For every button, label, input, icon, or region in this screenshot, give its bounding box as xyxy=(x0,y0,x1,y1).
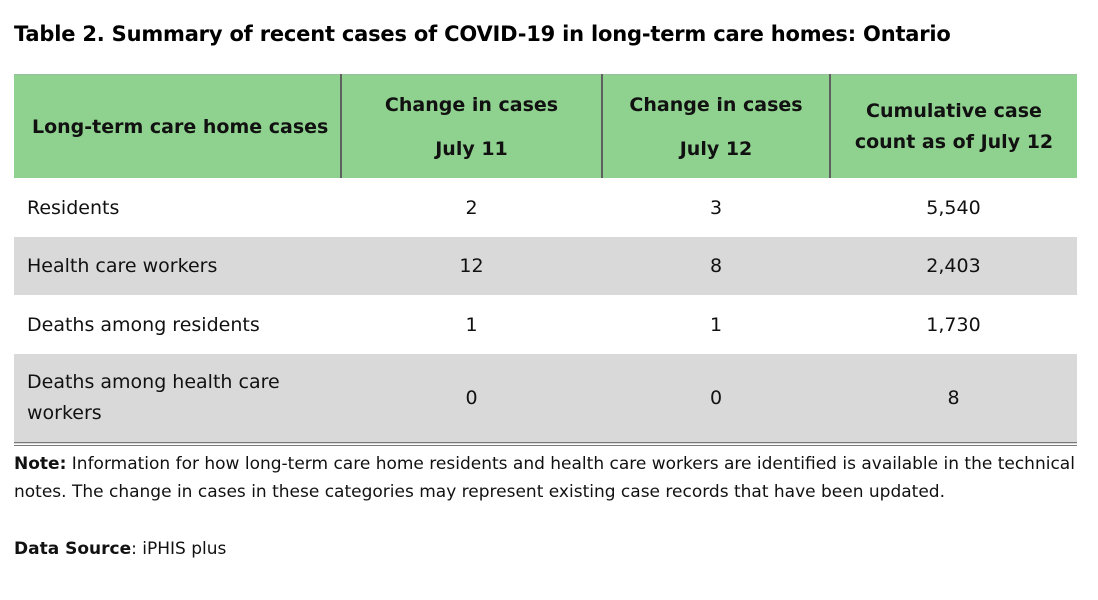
header-cumulative-line2: count as of July 12 xyxy=(854,130,1054,153)
note-label: Note: xyxy=(14,454,67,474)
cell-change-july-12: 8 xyxy=(602,237,830,295)
data-source: Data Source: iPHIS plus xyxy=(14,535,226,563)
row-label: Residents xyxy=(14,178,341,237)
cell-cumulative: 5,540 xyxy=(830,178,1077,237)
table-title: Table 2. Summary of recent cases of COVI… xyxy=(14,22,951,46)
table-row: Deaths among health care workers 0 0 8 xyxy=(14,354,1077,446)
cell-change-july-11: 1 xyxy=(341,295,602,354)
cell-change-july-12: 0 xyxy=(602,354,830,446)
row-label: Deaths among health care workers xyxy=(27,371,280,424)
data-source-label: Data Source xyxy=(14,539,132,559)
cell-cumulative: 1,730 xyxy=(830,295,1077,354)
cell-change-july-11: 0 xyxy=(341,354,602,446)
cell-change-july-11: 12 xyxy=(341,237,602,295)
table-note: Note: Information for how long-term care… xyxy=(14,450,1088,506)
row-label: Health care workers xyxy=(14,237,341,295)
cell-cumulative: 2,403 xyxy=(830,237,1077,295)
summary-table: Long-term care home cases Change in case… xyxy=(14,74,1077,446)
cell-cumulative: 8 xyxy=(830,354,1077,446)
header-change-july-11-line1: Change in cases xyxy=(384,93,559,116)
header-cumulative-line1: Cumulative case xyxy=(866,99,1042,122)
table-header: Long-term care home cases Change in case… xyxy=(14,74,1077,178)
header-change-july-12-line1: Change in cases xyxy=(629,93,803,116)
header-change-july-12: Change in cases July 12 xyxy=(601,74,830,178)
header-change-july-11: Change in cases July 11 xyxy=(340,74,602,178)
note-text: Information for how long-term care home … xyxy=(14,454,1075,502)
data-source-text: : iPHIS plus xyxy=(131,539,227,559)
row-label: Deaths among residents xyxy=(14,295,341,354)
header-cumulative: Cumulative case count as of July 12 xyxy=(829,74,1077,178)
table-body: Residents 2 3 5,540 Health care workers … xyxy=(14,178,1077,446)
header-row: Long-term care home cases Change in case… xyxy=(14,74,1077,178)
header-change-july-12-line2: July 12 xyxy=(679,137,753,160)
cell-change-july-11: 2 xyxy=(341,178,602,237)
header-case-type: Long-term care home cases xyxy=(14,74,341,178)
cell-change-july-12: 3 xyxy=(602,178,830,237)
row-label-cell: Deaths among health care workers xyxy=(14,354,341,446)
header-case-type-label: Long-term care home cases xyxy=(32,115,329,138)
table-row: Health care workers 12 8 2,403 xyxy=(14,237,1077,295)
table-row: Deaths among residents 1 1 1,730 xyxy=(14,295,1077,354)
table-row: Residents 2 3 5,540 xyxy=(14,178,1077,237)
cell-change-july-12: 1 xyxy=(602,295,830,354)
header-change-july-11-line2: July 11 xyxy=(435,137,508,160)
